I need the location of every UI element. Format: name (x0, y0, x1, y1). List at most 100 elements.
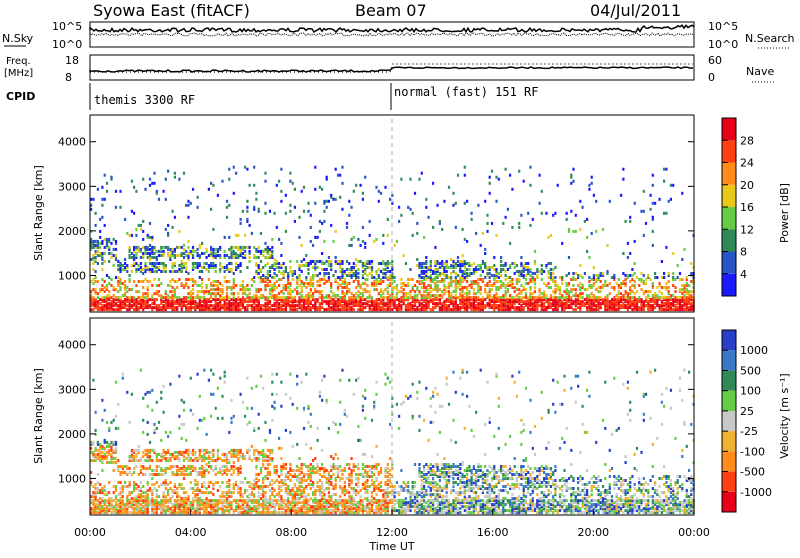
heatmap-cell (117, 403, 119, 406)
heatmap-cell (269, 300, 271, 303)
heatmap-cell (240, 288, 242, 291)
heatmap-cell (529, 308, 531, 311)
heatmap-cell (174, 451, 176, 454)
heatmap-cell (255, 256, 257, 259)
heatmap-cell (339, 260, 341, 263)
heatmap-cell (298, 264, 300, 267)
heatmap-cell (527, 212, 529, 215)
heatmap-cell (165, 467, 167, 470)
heatmap-cell (577, 306, 579, 309)
heatmap-cell (185, 250, 187, 253)
heatmap-cell (129, 234, 131, 237)
heatmap-cell (233, 509, 235, 512)
heatmap-cell (434, 260, 436, 263)
heatmap-cell (187, 306, 189, 309)
heatmap-cell (230, 292, 232, 295)
heatmap-cell (113, 505, 115, 508)
heatmap-cell (97, 292, 99, 295)
heatmap-cell (210, 208, 212, 211)
heatmap-cell (201, 278, 203, 281)
heatmap-cell (532, 302, 534, 305)
heatmap-cell (294, 206, 296, 209)
heatmap-cell (341, 286, 343, 289)
heatmap-cell (153, 246, 155, 249)
heatmap-cell (280, 264, 282, 267)
heatmap-cell (606, 270, 608, 273)
heatmap-cell (364, 268, 366, 271)
heatmap-cell (650, 304, 652, 307)
colorbar-tick-label: 20 (740, 179, 754, 192)
chart-title: Syowa East (fitACF) (93, 1, 250, 20)
heatmap-cell (233, 483, 235, 486)
heatmap-cell (525, 274, 527, 277)
heatmap-cell (237, 296, 239, 299)
heatmap-cell (656, 294, 658, 297)
heatmap-cell (217, 481, 219, 484)
heatmap-cell (215, 481, 217, 484)
heatmap-cell (489, 280, 491, 283)
heatmap-cell (156, 493, 158, 496)
heatmap-cell (518, 288, 520, 291)
heatmap-cell (418, 300, 420, 303)
heatmap-cell (212, 499, 214, 502)
heatmap-cell (267, 246, 269, 249)
heatmap-cell (153, 469, 155, 472)
heatmap-cell (430, 274, 432, 277)
heatmap-cell (176, 451, 178, 454)
heatmap-cell (640, 210, 642, 213)
heatmap-cell (326, 308, 328, 311)
heatmap-cell (99, 443, 101, 446)
heatmap-cell (366, 290, 368, 293)
heatmap-cell (215, 292, 217, 295)
heatmap-cell (366, 274, 368, 277)
heatmap-cell (591, 176, 593, 179)
heatmap-cell (643, 300, 645, 303)
heatmap-cell (389, 270, 391, 273)
heatmap-cell (369, 300, 371, 303)
heatmap-cell (319, 272, 321, 275)
heatmap-cell (253, 206, 255, 209)
heatmap-cell (554, 280, 556, 283)
heatmap-cell (138, 280, 140, 283)
heatmap-cell (389, 198, 391, 201)
heatmap-cell (303, 264, 305, 267)
heatmap-cell (480, 244, 482, 247)
heatmap-cell (240, 298, 242, 301)
heatmap-cell (489, 294, 491, 297)
heatmap-cell (215, 499, 217, 502)
heatmap-cell (509, 242, 511, 245)
heatmap-cell (586, 294, 588, 297)
heatmap-cell (140, 503, 142, 506)
heatmap-cell (226, 292, 228, 295)
heatmap-cell (156, 465, 158, 468)
heatmap-cell (206, 256, 208, 259)
heatmap-cell (187, 507, 189, 510)
heatmap-cell (246, 300, 248, 303)
heatmap-cell (659, 282, 661, 285)
heatmap-cell (486, 266, 488, 269)
heatmap-cell (289, 270, 291, 273)
heatmap-cell (280, 168, 282, 171)
heatmap-cell (144, 473, 146, 476)
heatmap-cell (595, 296, 597, 299)
heatmap-cell (631, 308, 633, 311)
heatmap-cell (147, 280, 149, 283)
heatmap-cell (183, 477, 185, 480)
heatmap-cell (215, 473, 217, 476)
heatmap-cell (133, 308, 135, 311)
heatmap-cell (575, 230, 577, 233)
heatmap-cell (604, 280, 606, 283)
heatmap-cell (240, 284, 242, 287)
heatmap-cell (138, 459, 140, 462)
heatmap-cell (228, 469, 230, 472)
heatmap-cell (314, 274, 316, 277)
heatmap-cell (131, 256, 133, 259)
heatmap-cell (366, 266, 368, 269)
heatmap-cell (412, 304, 414, 307)
heatmap-cell (167, 449, 169, 452)
heatmap-cell (269, 248, 271, 251)
heatmap-cell (443, 262, 445, 265)
heatmap-cell (505, 290, 507, 293)
heatmap-cell (634, 240, 636, 243)
heatmap-cell (104, 296, 106, 299)
